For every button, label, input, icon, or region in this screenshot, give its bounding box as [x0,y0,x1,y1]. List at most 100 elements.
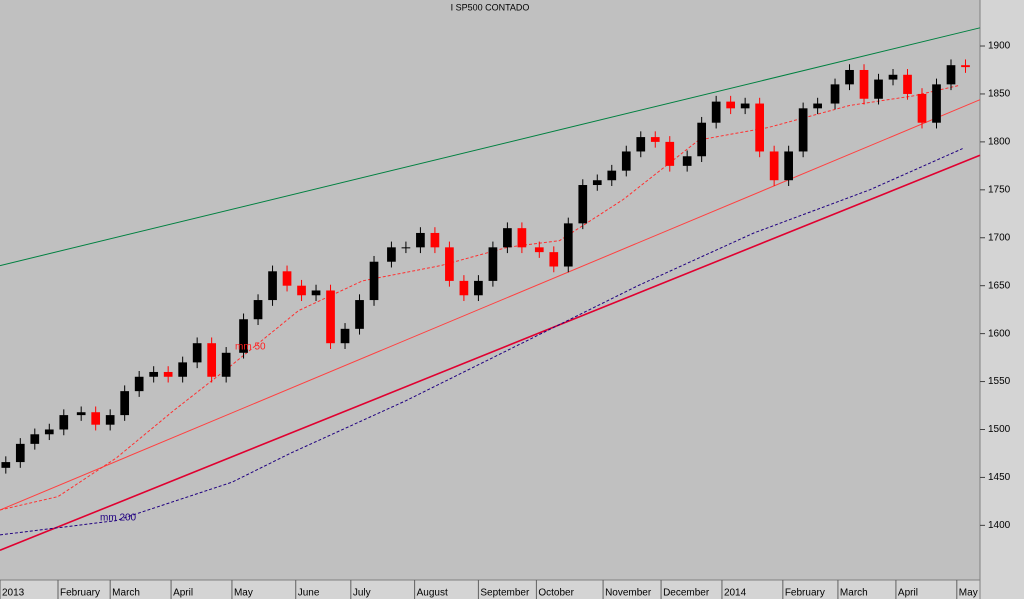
candle-body [134,376,144,392]
x-tick-label: October [538,588,574,599]
candle-body [445,247,454,281]
candle-body [430,232,440,248]
x-tick-label: May [959,588,978,599]
candle-body [903,74,912,94]
candle-body [888,74,898,80]
y-tick-label: 1400 [988,520,1011,531]
y-tick-label: 1850 [988,89,1011,100]
chart-title: I SP500 CONTADO [451,2,530,12]
candle-body [563,223,573,267]
overlay-line [0,84,960,511]
candle-body [178,362,188,377]
x-tick-label: December [663,588,710,599]
x-tick-label: June [298,588,320,599]
candle-body [769,151,779,181]
candle-body [503,228,512,248]
candle-body [221,352,231,377]
candle-body [549,252,559,267]
overlay-line [0,99,981,511]
y-tick-label: 1550 [988,376,1011,387]
overlay-line [0,154,981,552]
candle-body [607,170,617,181]
candle-body [755,103,764,152]
y-tick-label: 1650 [988,280,1011,291]
candle-body [946,65,956,85]
x-tick-label: July [353,588,371,599]
x-tick-label: March [112,588,140,599]
candle-body [91,412,101,425]
plot-area [0,0,980,580]
candle-body [76,412,86,416]
x-tick-label: April [898,588,918,599]
candle-body [192,343,202,363]
candle-body [30,434,40,444]
candle-body [592,180,602,186]
candle-body [268,271,277,301]
annotation: mm 200 [100,513,137,524]
candle-body [859,69,869,99]
candle-body [369,261,379,301]
candle-body [239,319,248,353]
candle-body [326,290,335,344]
y-tick-label: 1800 [988,137,1011,148]
y-tick-label: 1450 [988,472,1011,483]
candle-body [932,84,941,123]
candle-body [697,122,707,157]
candle-body [740,103,750,109]
candle-body [474,280,483,296]
candle-body [961,65,970,68]
candle-body [534,247,544,253]
y-tick-label: 1500 [988,424,1011,435]
x-tick-label: February [785,588,825,599]
candle-body [459,280,469,296]
candle-body [682,156,692,166]
candle-body [105,415,115,425]
candle-body [163,371,173,377]
x-tick-label: September [480,588,530,599]
y-tick-label: 1750 [988,184,1011,195]
x-tick-label: February [60,588,100,599]
candle-body [665,141,675,166]
y-tick-label: 1600 [988,328,1011,339]
candle-body [401,247,411,249]
candle-body [813,103,822,109]
candle-body [917,93,927,123]
candle-body [784,151,793,181]
x-axis-panel [0,580,980,599]
x-tick-label: 2013 [2,588,25,599]
candle-body [311,290,321,296]
candle-body [578,185,588,224]
candle-body [711,101,721,123]
candle-body [282,271,292,286]
x-tick-label: April [173,588,193,599]
candle-body [636,137,646,152]
y-tick-label: 1700 [988,232,1011,243]
annotation: mm 50 [235,342,266,353]
candle-body [1,462,11,468]
overlay-line [0,27,981,267]
y-tick-label: 1900 [988,41,1011,52]
candle-body [387,247,396,262]
candle-body [149,371,159,377]
x-tick-label: May [234,588,253,599]
overlay-line [0,148,963,536]
candle-body [845,69,854,85]
x-tick-label: March [840,588,868,599]
candle-body [15,443,25,463]
candle-body [297,285,306,296]
candle-body [416,232,425,248]
candle-body [44,429,54,435]
x-tick-label: August [417,588,448,599]
candle-body [517,228,527,248]
x-tick-label: November [605,588,652,599]
x-tick-label: 2014 [724,588,747,599]
candle-body [488,247,498,281]
candle-body [120,391,130,416]
candle-body [253,300,263,320]
candle-body [355,300,364,329]
candle-body [874,79,883,99]
candle-body [207,343,217,377]
candle-body [650,137,660,142]
